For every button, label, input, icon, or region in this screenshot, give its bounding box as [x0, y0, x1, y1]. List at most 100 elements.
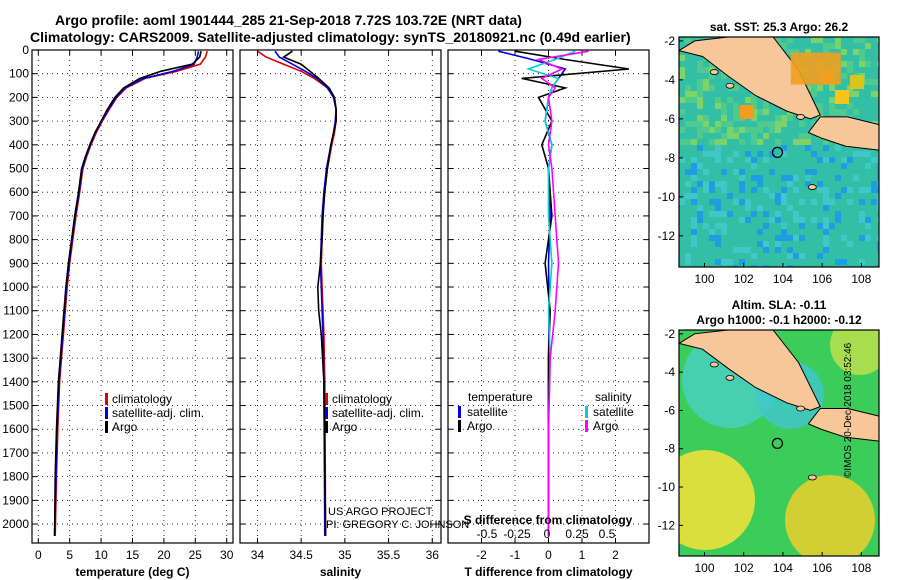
sst-cell — [787, 205, 793, 211]
sst-cell — [829, 103, 835, 109]
sst-cell — [685, 169, 691, 175]
sst-cell — [877, 199, 879, 205]
diff-top-tick-label: 0 — [544, 527, 551, 541]
depth-tick-label: 2000 — [2, 517, 29, 531]
island — [709, 361, 719, 368]
sst-cell — [715, 211, 721, 217]
diff-top-axis-label: S difference from climatology — [464, 513, 633, 527]
temperature-xtick-label: 20 — [157, 548, 171, 562]
sst-cell — [787, 49, 793, 55]
sst-cell — [751, 127, 757, 133]
sst-cell — [811, 199, 817, 205]
sst-map-argo-marker — [771, 146, 784, 158]
sst-cell — [679, 67, 685, 73]
sla-blob — [785, 475, 875, 556]
sst-cell — [685, 253, 691, 259]
sst-cell — [769, 127, 775, 133]
sst-cell — [823, 241, 829, 247]
sst-cell — [697, 61, 703, 67]
sst-cell — [763, 241, 769, 247]
sst-cell — [841, 61, 847, 67]
diff-top-tick-label: -0.25 — [503, 527, 531, 541]
sst-cell — [781, 223, 787, 229]
sst-cell — [853, 37, 859, 43]
sst-cell — [703, 151, 709, 157]
sst-cell — [691, 163, 697, 169]
sst-cell — [751, 265, 757, 267]
sst-cell — [757, 175, 763, 181]
diff-legend-s-label: satellite — [593, 405, 634, 419]
sst-cell — [751, 97, 757, 103]
sst-cell — [853, 49, 859, 55]
sst-cell — [805, 139, 811, 145]
sst-cell — [787, 181, 793, 187]
sst-cell — [709, 139, 715, 145]
temperature-xlabel: temperature (deg C) — [75, 565, 189, 579]
sst-cell — [859, 199, 865, 205]
climatology-subtitle: Climatology: CARS2009. Satellite-adjuste… — [30, 29, 631, 45]
sst-cell — [829, 43, 835, 49]
sst-cell — [721, 109, 727, 115]
sst-cell — [691, 91, 697, 97]
sst-cell — [865, 223, 871, 229]
sst-cell — [775, 37, 781, 43]
sst-cell — [763, 157, 769, 163]
sst-cell — [841, 157, 847, 163]
sst-cell — [709, 235, 715, 241]
sst-cell — [691, 235, 697, 241]
diff-legend-t-swatch — [458, 406, 461, 418]
sst-cell — [775, 241, 781, 247]
sst-cell — [727, 259, 733, 265]
temperature-legend-label: Argo — [112, 420, 138, 434]
sla-map-ytick-label: -8 — [664, 442, 675, 456]
sst-cell — [829, 157, 835, 163]
sst-cell — [739, 127, 745, 133]
sst-cell — [763, 211, 769, 217]
sst-cell — [739, 217, 745, 223]
sst-map-title: sat. SST: 25.3 Argo: 26.2 — [710, 20, 849, 34]
temperature-panel: 0 5 10 15 20 25 300100200300400500600700800900… — [2, 43, 233, 579]
temperature-series-line — [54, 50, 208, 536]
sst-cell — [781, 115, 787, 121]
pi-label: PI: GREGORY C. JOHNSON — [326, 519, 470, 531]
sst-cell — [691, 199, 697, 205]
temperature-legend-label: satellite-adj. clim. — [112, 406, 204, 420]
sst-cell — [859, 259, 865, 265]
sst-cell — [691, 193, 697, 199]
sst-cell — [859, 235, 865, 241]
sst-cell — [691, 157, 697, 163]
depth-tick-label: 1800 — [2, 470, 29, 484]
sst-cell — [871, 181, 877, 187]
sst-cell — [781, 235, 787, 241]
depth-tick-label: 900 — [9, 256, 29, 270]
sst-cell — [745, 157, 751, 163]
sst-cell — [697, 91, 703, 97]
salinity-frame — [239, 49, 442, 544]
sst-cell — [769, 151, 775, 157]
sst-cell — [721, 181, 727, 187]
sla-map-subtitle: Argo h1000: -0.1 h2000: -0.12 — [696, 313, 862, 327]
sst-cell — [697, 133, 703, 139]
sst-cell — [715, 205, 721, 211]
sst-cell — [757, 241, 763, 247]
temperature-series-line — [53, 51, 200, 536]
sst-cell — [763, 103, 769, 109]
sst-cell — [781, 265, 787, 267]
sst-map: 100 102 104 106 108 -2 -4 -6 -8 -10 -12 sat. SST: 2… — [658, 20, 880, 286]
sst-cell — [709, 73, 715, 79]
sst-cell — [877, 49, 879, 55]
sst-map-xtick-label: 100 — [694, 272, 714, 286]
sst-cell — [691, 187, 697, 193]
sst-cell — [709, 127, 715, 133]
sst-cell — [805, 145, 811, 151]
sst-cell — [865, 217, 871, 223]
sst-cell — [811, 91, 817, 97]
sst-cell — [727, 211, 733, 217]
sst-cell — [799, 253, 805, 259]
sst-cell — [679, 139, 685, 145]
sst-cell — [691, 217, 697, 223]
sst-cell — [829, 223, 835, 229]
sst-cell — [739, 247, 745, 253]
sst-cell — [775, 247, 781, 253]
sst-cell — [733, 247, 739, 253]
